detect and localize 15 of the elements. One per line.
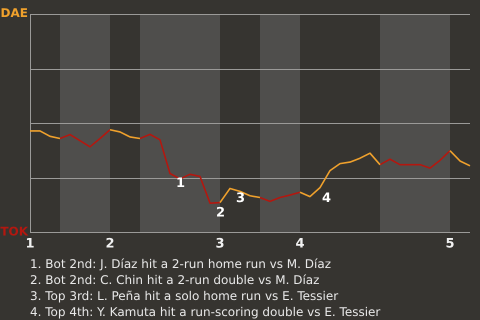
x-tick-label: 1 [25, 236, 35, 252]
text: TOK [0, 224, 29, 239]
text: 3. Top 3rd: L. Peña hit a solo home run vs E. Tessier [30, 288, 340, 304]
x-tick-label: 5 [445, 236, 455, 252]
annotation: 4 [322, 191, 332, 206]
annotation: 1 [176, 176, 186, 191]
text: 2. Bot 2nd: C. Chin hit a 2-run double vs M. Díaz [30, 272, 320, 288]
x-tick-label: 2 [105, 236, 115, 252]
x-tick-label: 4 [295, 236, 305, 252]
annotation: 2 [216, 206, 226, 221]
annotation: 3 [236, 190, 246, 206]
text: 4. Top 4th: Y. Kamuta hit a run-scoring double vs E. Tessier [30, 304, 380, 320]
text: 1. Bot 2nd: J. Díaz hit a 2-run home run vs M. Díaz [30, 256, 332, 272]
x-tick-label: 3 [215, 236, 225, 252]
text: DAE [0, 6, 28, 20]
